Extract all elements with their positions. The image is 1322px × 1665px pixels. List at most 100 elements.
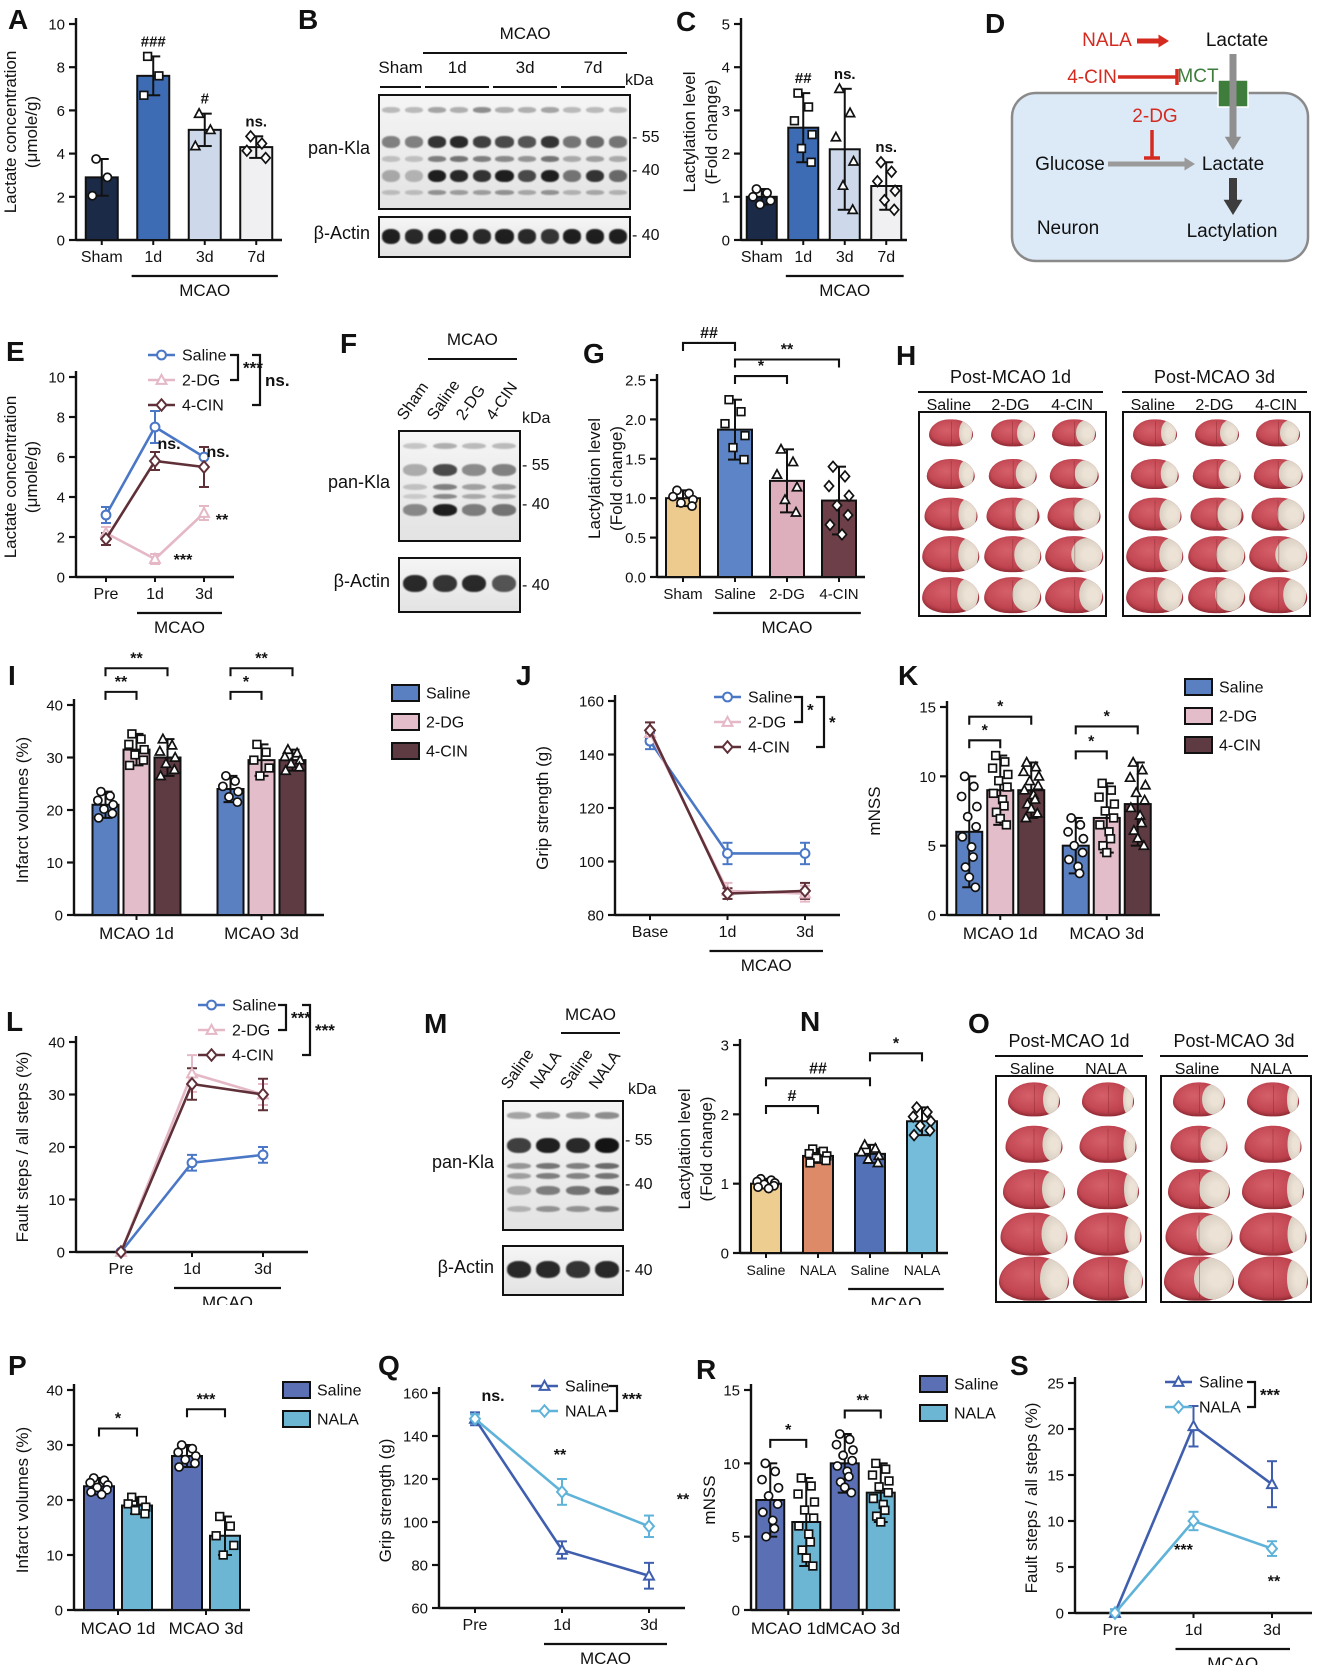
svg-text:0: 0 <box>928 908 936 925</box>
svg-text:4-CIN: 4-CIN <box>748 740 790 757</box>
column-header: Saline <box>1009 1061 1055 1078</box>
svg-text:140: 140 <box>403 1429 428 1446</box>
brains-title: Post-MCAO 1d <box>1008 1031 1130 1051</box>
svg-text:80: 80 <box>587 908 604 925</box>
protein-band <box>595 1206 620 1213</box>
protein-band <box>402 574 427 593</box>
protein-band <box>563 136 582 148</box>
svg-text:0: 0 <box>57 1245 65 1262</box>
brain-slice <box>924 497 978 531</box>
svg-text:Sham: Sham <box>663 586 702 603</box>
svg-text:NALA: NALA <box>1199 1400 1241 1417</box>
protein-band <box>462 442 487 450</box>
lactylation-label: Lactylation <box>1187 221 1278 242</box>
protein-band <box>585 169 605 183</box>
mw-marker: - 55 <box>522 456 550 474</box>
svg-text:ns.: ns. <box>206 444 229 461</box>
protein-band <box>536 1137 561 1153</box>
panel-R: 0 5 10 15 mNSS MCAO 1d MCAO 3d * ** Saline NALA <box>695 1360 1025 1665</box>
protein-band <box>432 574 457 593</box>
svg-text:MCAO: MCAO <box>154 618 205 637</box>
svg-text:**: ** <box>216 512 229 529</box>
svg-text:**: ** <box>781 342 794 359</box>
svg-text:##: ## <box>795 70 812 87</box>
kda-label: kDa <box>628 1081 657 1098</box>
protein-band <box>536 1206 561 1213</box>
svg-text:Saline: Saline <box>1219 680 1264 697</box>
svg-text:3d: 3d <box>196 249 214 266</box>
protein-band <box>427 229 446 244</box>
svg-text:6: 6 <box>57 450 65 467</box>
protein-band <box>565 1261 590 1278</box>
brains-panel-H: Post-MCAO 1d Saline 2-DG 4-CIN Post-MCAO 3d S… <box>860 305 1322 620</box>
antibody-label: β-Actin <box>313 223 370 243</box>
svg-text:(Fold change): (Fold change) <box>697 1097 716 1202</box>
brain-slice <box>1239 1212 1307 1256</box>
brain-slice <box>1045 576 1103 613</box>
svg-text:3: 3 <box>721 1038 729 1055</box>
svg-text:**: ** <box>1268 1574 1281 1591</box>
svg-text:5: 5 <box>722 17 730 34</box>
panel-A: 0 2 4 6 8 10 Lactate concentration (μmole/g) Sha… <box>0 2 292 302</box>
protein-band <box>402 493 427 499</box>
svg-text:***: *** <box>1174 1542 1193 1559</box>
panel-letter-A: A <box>8 4 29 35</box>
svg-text:10: 10 <box>46 855 63 872</box>
protein-band <box>595 1112 620 1119</box>
svg-text:Saline: Saline <box>182 348 227 365</box>
brain-slice <box>1190 497 1243 531</box>
svg-text:ns.: ns. <box>481 1388 504 1405</box>
svg-text:6: 6 <box>57 103 65 120</box>
column-header: 2-DG <box>1195 397 1234 414</box>
svg-text:5: 5 <box>928 838 936 855</box>
svg-text:Pre: Pre <box>1103 1622 1128 1639</box>
svg-text:Sham: Sham <box>741 249 783 266</box>
antibody-label: pan-Kla <box>431 1151 494 1172</box>
panel-letter-O: O <box>968 1008 990 1039</box>
brain-slice <box>1187 576 1246 613</box>
antibody-label: β-Actin <box>437 1256 494 1277</box>
svg-text:NALA: NALA <box>954 1406 996 1423</box>
brain-slice <box>1165 1212 1233 1256</box>
svg-text:MCAO 1d: MCAO 1d <box>963 924 1038 943</box>
protein-band <box>404 169 423 183</box>
protein-band <box>595 1173 620 1180</box>
protein-band <box>450 229 469 244</box>
protein-band <box>432 442 457 450</box>
chart-C: 0 1 2 3 4 5 Lactylation level (Fold change) Sham… <box>680 17 907 300</box>
chart-A: 0 2 4 6 8 10 Lactate concentration (μmole/g) Sha… <box>1 17 282 300</box>
chart-I: 0 10 20 30 40 Infarct volumes (%) MCAO 1d MCAO … <box>13 650 471 943</box>
svg-text:160: 160 <box>403 1386 428 1403</box>
brain-slice <box>1047 497 1101 531</box>
brain-slice <box>1005 1125 1063 1163</box>
protein-band <box>432 504 457 517</box>
protein-band <box>382 229 401 244</box>
svg-text:2.0: 2.0 <box>625 412 646 429</box>
protein-band <box>595 1162 620 1170</box>
brain-slice <box>1130 458 1180 489</box>
svg-text:MCAO 3d: MCAO 3d <box>224 924 299 943</box>
brain-slice <box>999 1256 1069 1301</box>
svg-text:8: 8 <box>57 410 65 427</box>
protein-band <box>462 464 487 477</box>
svg-text:##: ## <box>700 325 718 342</box>
protein-band <box>402 483 427 491</box>
panel-K: 0 5 10 15 mNSS MCAO 1d MCAO 3d * * * * Saline 2-DG 4-… <box>855 625 1322 995</box>
panel-letter-J: J <box>516 660 532 691</box>
svg-text:20: 20 <box>48 1140 65 1157</box>
svg-text:***: *** <box>622 1390 642 1409</box>
svg-text:**: ** <box>130 650 143 667</box>
panel-letter-Q: Q <box>378 1350 400 1381</box>
column-header: Saline <box>1130 397 1176 414</box>
svg-text:Lactylation level: Lactylation level <box>675 1089 694 1210</box>
protein-band <box>506 1206 531 1213</box>
brains-box <box>1160 1075 1312 1303</box>
protein-band <box>404 156 423 163</box>
protein-band <box>608 156 627 163</box>
antibody-label: pan-Kla <box>327 472 390 492</box>
blot-group-label: MCAO <box>565 1005 616 1024</box>
svg-text:1d: 1d <box>183 1261 201 1278</box>
protein-band <box>506 1112 531 1119</box>
brain-slice <box>1256 419 1301 447</box>
svg-text:(μmole/g): (μmole/g) <box>22 441 41 513</box>
